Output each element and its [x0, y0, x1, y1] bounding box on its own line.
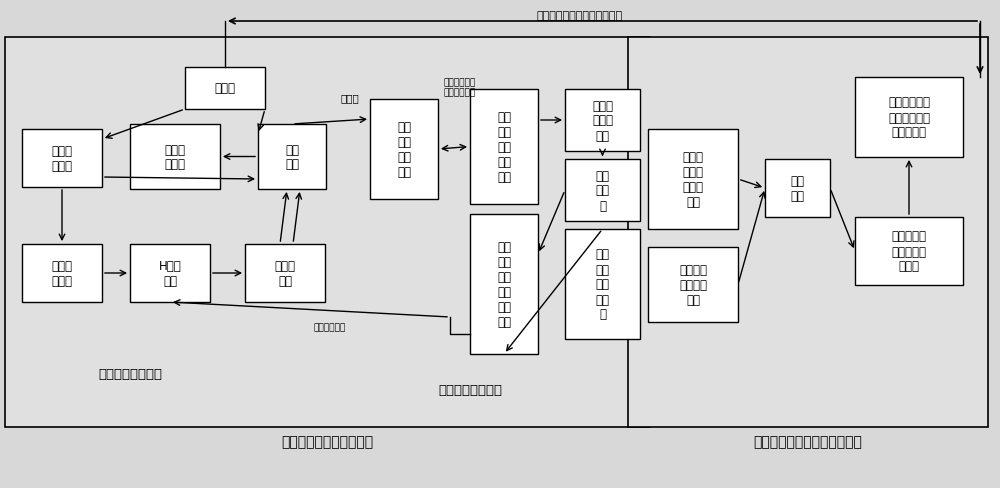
Text: 单位测量时间
中子管发射脉
冲频率调节: 单位测量时间 中子管发射脉 冲频率调节 [888, 96, 930, 139]
Bar [765, 160, 830, 218]
Bar [245, 244, 325, 303]
Text: 比较
单元
产生
控制
脉冲
信号: 比较 单元 产生 控制 脉冲 信号 [497, 241, 511, 328]
Text: 中子管发射脉冲频率调节单元: 中子管发射脉冲频率调节单元 [754, 434, 862, 448]
Bar [5, 38, 650, 427]
Text: H桥开
关管: H桥开 关管 [159, 260, 181, 287]
Text: 程控干预调节方法: 程控干预调节方法 [438, 383, 502, 396]
Text: 单位时间内的
产额计算结果: 单位时间内的 产额计算结果 [443, 78, 475, 98]
Bar [648, 247, 738, 323]
Text: 产额
比较: 产额 比较 [790, 175, 804, 203]
Bar [628, 38, 988, 427]
Bar [648, 130, 738, 229]
Bar [22, 130, 102, 187]
Text: 中子管产额
控制计算转
换程序: 中子管产额 控制计算转 换程序 [892, 230, 926, 273]
Text: 加速器
中子管: 加速器 中子管 [164, 143, 186, 171]
Text: 中子
产额
监测
单元: 中子 产额 监测 单元 [397, 121, 411, 179]
Bar [565, 160, 640, 222]
Text: 升压
电路: 升压 电路 [285, 143, 299, 171]
Text: 预先设定
的中子管
产额: 预先设定 的中子管 产额 [679, 264, 707, 306]
Text: 中子
产额
控制
转换
单元: 中子 产额 控制 转换 单元 [497, 111, 511, 183]
Bar [565, 90, 640, 152]
Text: 控制脉冲信号: 控制脉冲信号 [314, 323, 346, 331]
Bar [370, 100, 438, 200]
Bar [130, 125, 220, 190]
Bar [565, 229, 640, 339]
Text: 硬件稳定调压方法: 硬件稳定调压方法 [98, 368, 162, 381]
Bar [22, 244, 102, 303]
Text: 快中子: 快中子 [341, 93, 359, 103]
Text: 压控
振荡
器: 压控 振荡 器 [596, 169, 610, 212]
Text: 中子管
监测产
额计算
单元: 中子管 监测产 额计算 单元 [682, 151, 704, 208]
Bar [130, 244, 210, 303]
Text: 脉宽调
节单元: 脉宽调 节单元 [52, 260, 72, 287]
Bar [258, 125, 326, 190]
Text: 升压变
压器: 升压变 压器 [274, 260, 296, 287]
Bar [470, 90, 538, 204]
Bar [185, 68, 265, 110]
Bar [855, 78, 963, 158]
Bar [855, 218, 963, 285]
Text: 中子产
额设定
电压: 中子产 额设定 电压 [592, 99, 613, 142]
Text: 分压器: 分压器 [214, 82, 236, 95]
Text: 中子管电压反馈调节单元: 中子管电压反馈调节单元 [281, 434, 374, 448]
Bar [470, 215, 538, 354]
Text: 单位测量时间中子管发射脉冲: 单位测量时间中子管发射脉冲 [537, 11, 623, 21]
Text: 主控
制器
产生
三角
波: 主控 制器 产生 三角 波 [596, 248, 610, 321]
Text: 电压采
集单元: 电压采 集单元 [52, 145, 72, 173]
